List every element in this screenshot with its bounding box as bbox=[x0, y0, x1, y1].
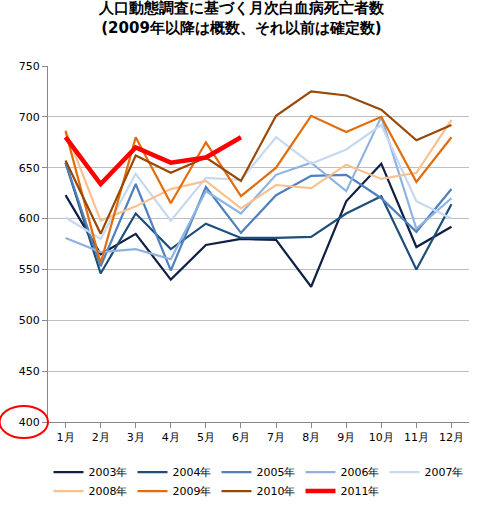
svg-text:500: 500 bbox=[19, 314, 40, 327]
svg-text:人口動態調査に基づく月次白血病死亡者数(2009年以降は概数: 人口動態調査に基づく月次白血病死亡者数(2009年以降は概数、それ以前は確定数) bbox=[98, 0, 385, 37]
svg-text:2009年: 2009年 bbox=[173, 485, 212, 498]
svg-text:11月: 11月 bbox=[404, 431, 429, 444]
svg-text:2011年: 2011年 bbox=[341, 485, 380, 498]
svg-text:550: 550 bbox=[19, 263, 40, 276]
svg-text:2月: 2月 bbox=[92, 431, 110, 444]
svg-text:450: 450 bbox=[19, 365, 40, 378]
svg-text:2006年: 2006年 bbox=[341, 466, 380, 479]
svg-text:7月: 7月 bbox=[267, 431, 285, 444]
svg-text:5月: 5月 bbox=[197, 431, 215, 444]
svg-text:8月: 8月 bbox=[302, 431, 320, 444]
svg-text:10月: 10月 bbox=[369, 431, 394, 444]
svg-text:3月: 3月 bbox=[127, 431, 145, 444]
svg-text:2008年: 2008年 bbox=[89, 485, 128, 498]
svg-text:650: 650 bbox=[19, 162, 40, 175]
svg-text:2005年: 2005年 bbox=[257, 466, 296, 479]
svg-text:2010年: 2010年 bbox=[257, 485, 296, 498]
svg-text:600: 600 bbox=[19, 212, 40, 225]
svg-text:12月: 12月 bbox=[439, 431, 464, 444]
svg-text:400: 400 bbox=[19, 416, 40, 429]
svg-text:700: 700 bbox=[19, 111, 40, 124]
svg-text:4月: 4月 bbox=[162, 431, 180, 444]
svg-text:9月: 9月 bbox=[337, 431, 355, 444]
svg-text:2004年: 2004年 bbox=[173, 466, 212, 479]
svg-text:1月: 1月 bbox=[57, 431, 75, 444]
svg-text:2003年: 2003年 bbox=[89, 466, 128, 479]
svg-text:750: 750 bbox=[19, 60, 40, 73]
svg-text:2007年: 2007年 bbox=[425, 466, 464, 479]
svg-text:6月: 6月 bbox=[232, 431, 250, 444]
